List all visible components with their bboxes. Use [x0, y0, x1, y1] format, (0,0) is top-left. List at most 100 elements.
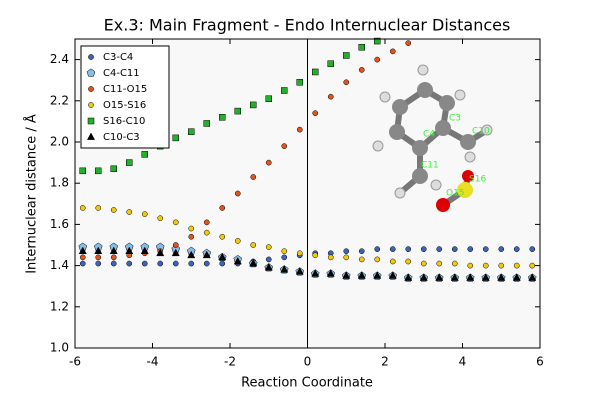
marker: [172, 260, 179, 267]
atom-label: O15: [446, 189, 465, 199]
marker: [513, 246, 520, 252]
marker: [88, 54, 94, 60]
plot-frame: [74, 38, 541, 349]
marker: [79, 254, 86, 261]
marker: [78, 246, 87, 255]
marker: [436, 260, 443, 267]
legend-label: C4-C11: [103, 68, 140, 79]
marker: [373, 271, 382, 279]
marker: [265, 256, 272, 263]
x-tick-label: 2: [381, 355, 389, 369]
legend-label: S16-C10: [103, 116, 145, 127]
marker: [389, 48, 396, 55]
marker: [250, 242, 257, 248]
marker: [234, 238, 241, 244]
atom-label: C4: [423, 130, 435, 140]
marker: [126, 159, 133, 166]
x-tick-label: -4: [147, 355, 159, 369]
marker: [172, 134, 179, 142]
legend-label: C3-C4: [103, 52, 133, 63]
marker: [79, 167, 86, 175]
marker: [110, 254, 117, 261]
marker: [172, 219, 179, 226]
marker: [327, 93, 334, 100]
marker: [281, 254, 288, 261]
marker: [203, 120, 210, 127]
marker: [312, 110, 319, 117]
marker: [404, 273, 413, 281]
marker: [187, 250, 196, 259]
marker: [110, 207, 117, 213]
marker: [482, 262, 489, 269]
marker: [264, 263, 273, 271]
marker: [388, 271, 397, 279]
legend-label: O15-S16: [103, 100, 146, 111]
marker: [126, 260, 133, 267]
marker: [374, 256, 381, 263]
marker: [312, 68, 319, 76]
atom-label: C10: [472, 127, 490, 137]
marker: [419, 273, 428, 281]
marker: [436, 246, 443, 252]
marker: [280, 265, 289, 273]
marker: [203, 219, 210, 226]
marker: [250, 101, 257, 109]
marker: [450, 273, 459, 281]
marker: [219, 205, 226, 211]
marker: [140, 246, 149, 255]
marker: [110, 165, 117, 173]
marker: [87, 117, 95, 125]
marker: [326, 269, 335, 277]
marker: [296, 79, 303, 86]
atom-label: C11: [421, 161, 439, 171]
marker: [327, 254, 334, 261]
marker: [88, 102, 94, 108]
y-axis-label: Internuclear distance / Å: [24, 114, 40, 274]
marker: [389, 246, 396, 252]
marker: [79, 205, 86, 211]
marker: [327, 60, 334, 67]
y-tick-label: 1.8: [50, 176, 69, 190]
marker: [296, 126, 303, 133]
marker: [343, 248, 350, 255]
marker: [203, 229, 210, 236]
marker: [529, 246, 536, 252]
marker: [296, 250, 303, 257]
y-tick-label: 1.0: [50, 341, 69, 355]
marker: [233, 256, 242, 265]
marker: [202, 250, 211, 259]
marker: [249, 259, 258, 267]
marker: [95, 260, 102, 267]
marker: [141, 260, 148, 267]
marker: [281, 143, 288, 149]
marker: [86, 132, 96, 140]
marker: [219, 114, 226, 121]
legend-label: C10-C3: [103, 132, 140, 143]
y-tick-label: 2.2: [50, 93, 69, 107]
marker: [250, 174, 257, 180]
marker: [498, 246, 505, 252]
marker: [86, 68, 96, 77]
marker: [405, 40, 412, 46]
marker: [188, 128, 195, 135]
marker: [218, 252, 227, 261]
marker: [157, 215, 164, 222]
marker: [405, 258, 412, 265]
marker: [188, 233, 195, 240]
marker: [497, 273, 506, 281]
marker: [374, 56, 381, 63]
marker: [125, 246, 134, 255]
x-tick-label: 0: [304, 355, 312, 369]
y-tick-label: 2.0: [50, 135, 69, 149]
marker: [342, 271, 351, 279]
marker: [482, 246, 489, 252]
marker: [281, 248, 288, 255]
marker: [358, 67, 365, 73]
marker: [512, 273, 521, 281]
marker: [95, 254, 102, 261]
marker: [435, 273, 444, 281]
marker: [498, 262, 505, 269]
marker: [374, 246, 381, 252]
atom-label: C3: [449, 114, 461, 124]
y-tick-label: 1.2: [50, 299, 69, 313]
